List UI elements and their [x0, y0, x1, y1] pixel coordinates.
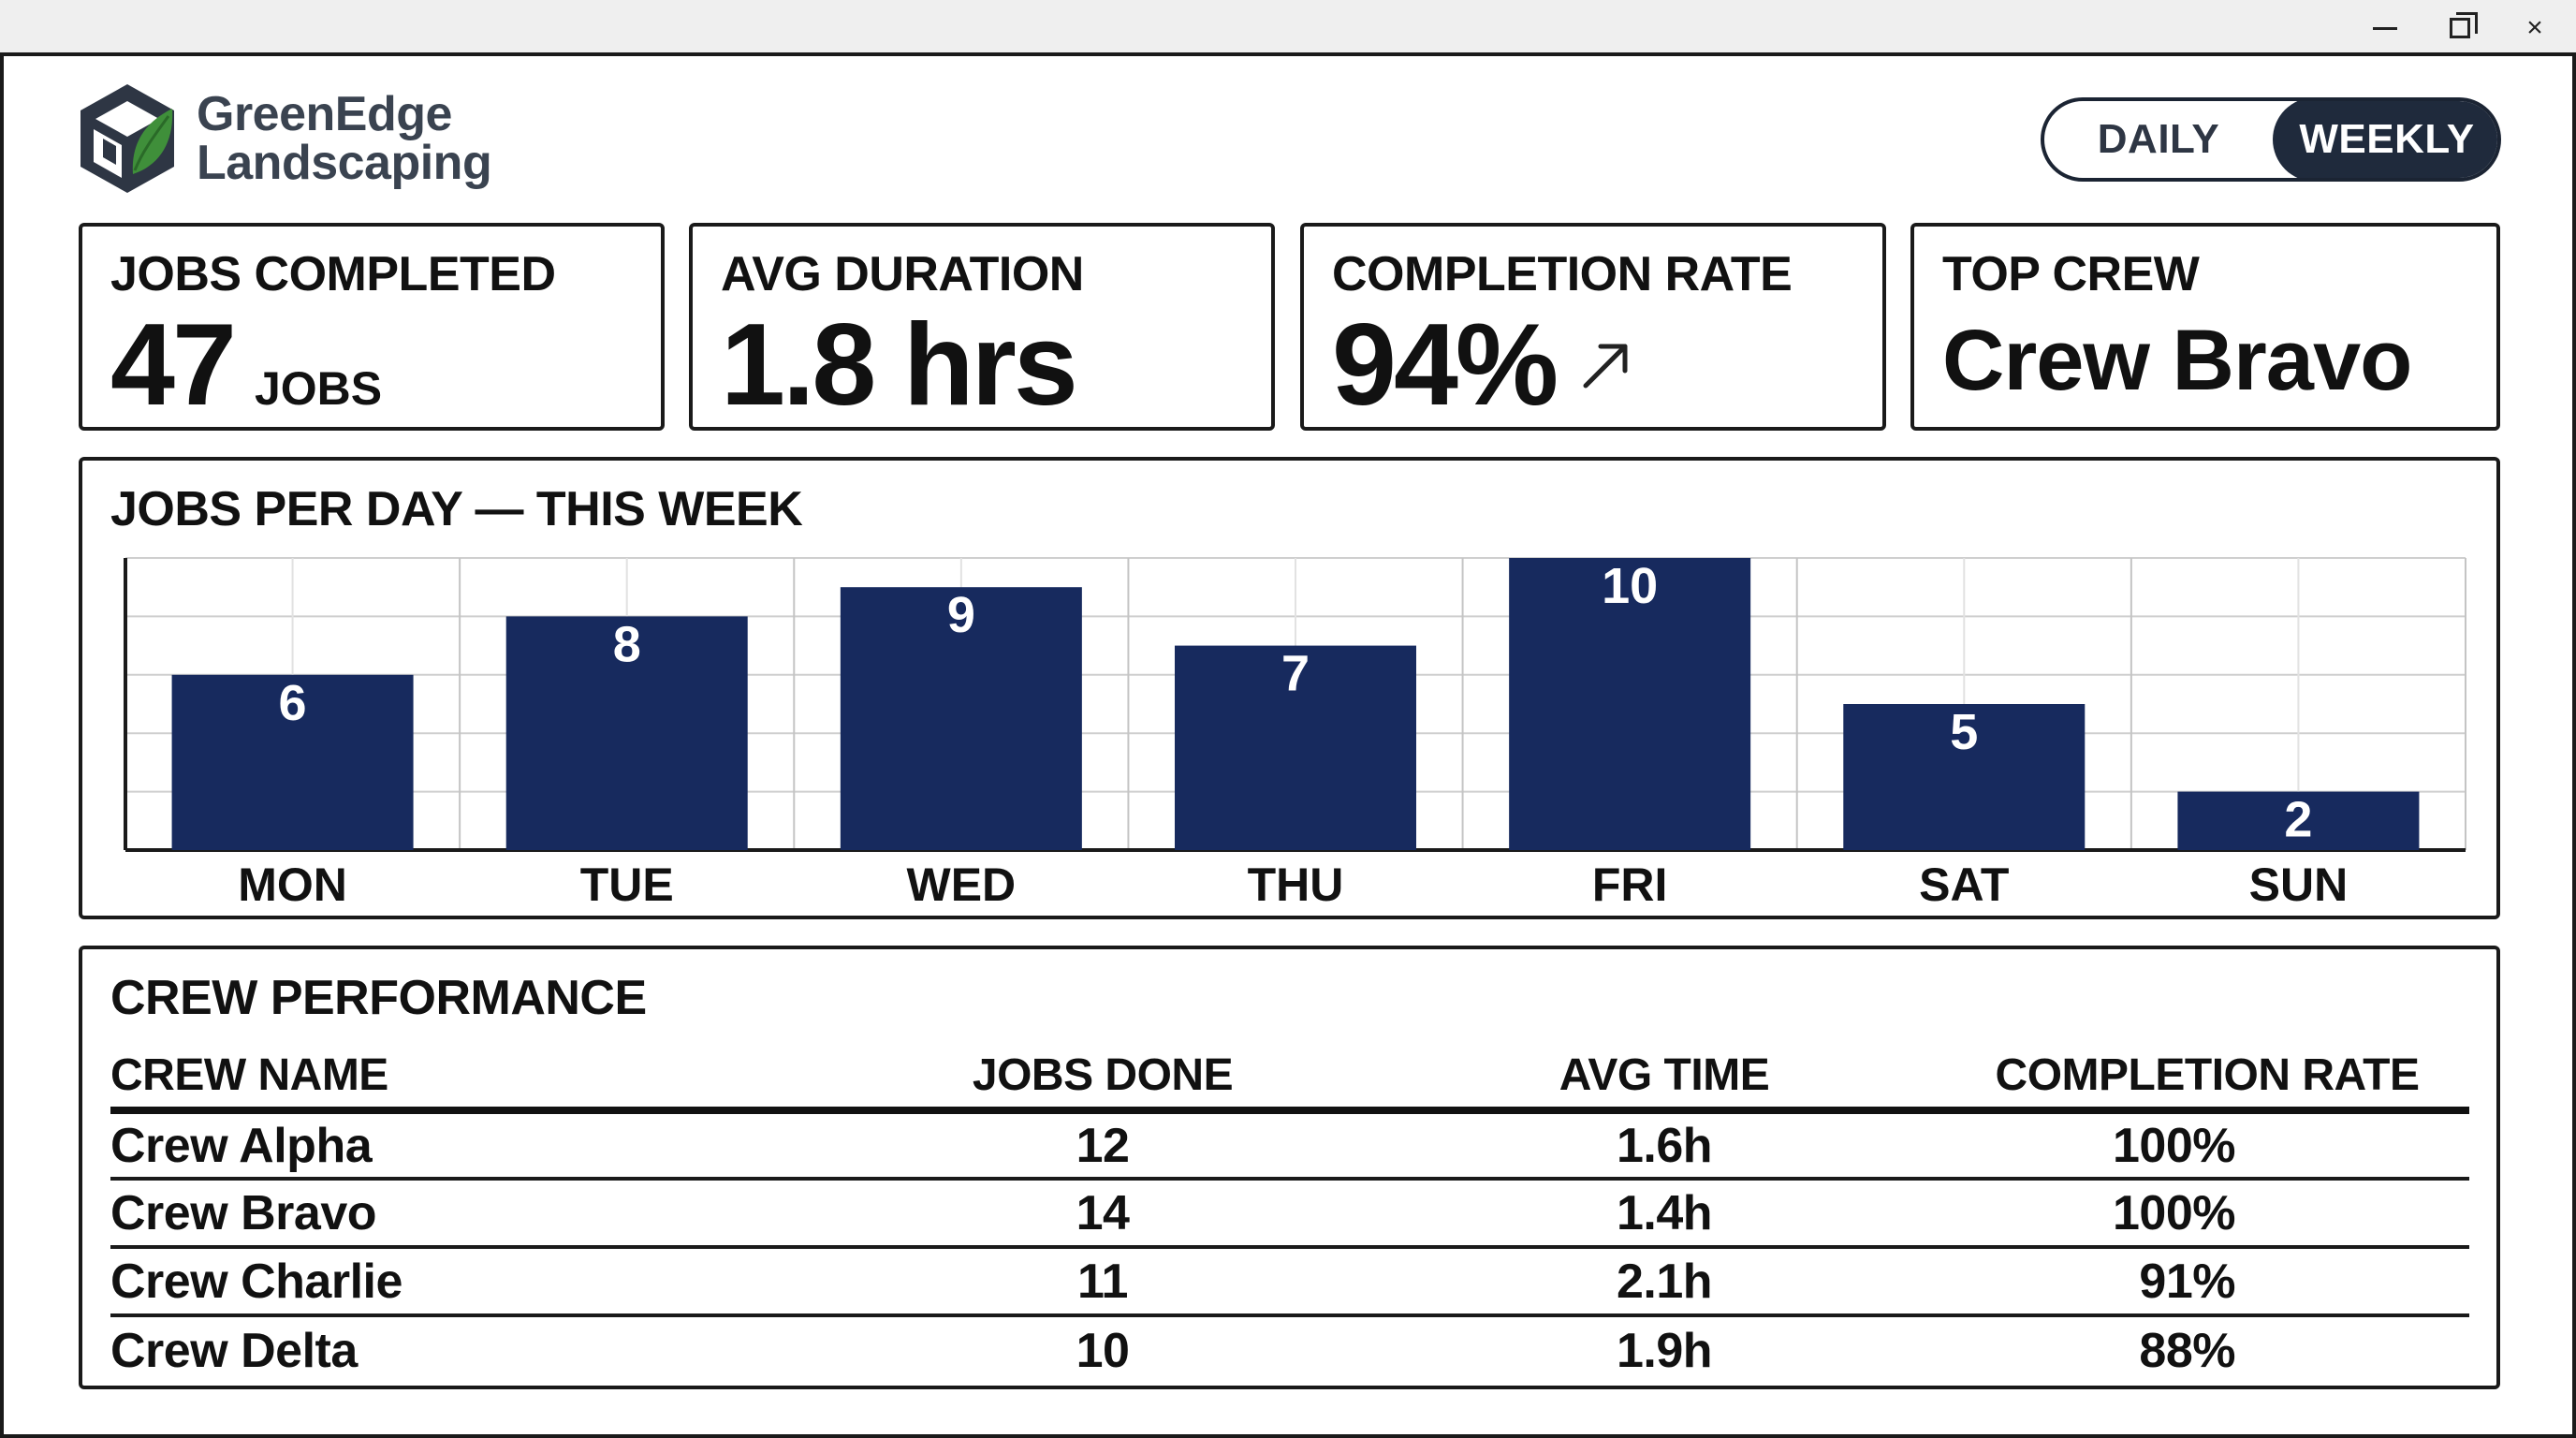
cell-avg-time: 2.1h [1383, 1247, 1945, 1317]
table-row[interactable]: Crew Delta 10 1.9h 88% [110, 1315, 2469, 1384]
kpi-label: TOP CREW [1942, 247, 2200, 301]
bar-value-label: 8 [613, 616, 641, 672]
kpi-label: AVG DURATION [721, 247, 1084, 301]
cell-avg-time: 1.6h [1383, 1110, 1945, 1181]
bar-sun [2177, 791, 2420, 850]
table-header-row: CREW NAME JOBS DONE AVG TIME COMPLETION … [110, 1043, 2469, 1114]
kpi-value: 1.8 hrs [721, 301, 1078, 430]
x-tick-label: TUE [580, 858, 674, 911]
cell-jobs-done: 11 [822, 1247, 1383, 1317]
toggle-daily[interactable]: DAILY [2097, 116, 2220, 162]
crew-performance-table: CREW NAME JOBS DONE AVG TIME COMPLETION … [110, 1043, 2469, 1384]
x-tick-label: FRI [1592, 858, 1668, 911]
kpi-top-crew: TOP CREW Crew Bravo [1910, 223, 2500, 431]
cell-crew-name: Crew Charlie [110, 1247, 822, 1317]
leaf-cube-logo-icon [80, 84, 174, 193]
close-icon[interactable]: × [2526, 12, 2543, 43]
kpi-avg-duration: AVG DURATION 1.8 hrs [689, 223, 1275, 431]
column-header-jobs-done[interactable]: JOBS DONE [822, 1043, 1383, 1114]
table-row[interactable]: Crew Bravo 14 1.4h 100% [110, 1179, 2469, 1249]
maximize-icon[interactable] [2437, 7, 2482, 49]
table-title: CREW PERFORMANCE [110, 971, 647, 1025]
brand-name-line1: GreenEdge [197, 87, 452, 141]
bar-value-label: 5 [1950, 704, 1978, 760]
cell-crew-name: Crew Bravo [110, 1179, 822, 1249]
cell-avg-time: 1.9h [1616, 1323, 1713, 1378]
crew-performance-panel: CREW PERFORMANCE CREW NAME JOBS DONE AVG… [79, 946, 2500, 1389]
bar-tue [505, 616, 748, 850]
bar-value-label: 6 [279, 675, 307, 731]
kpi-label: COMPLETION RATE [1332, 247, 1793, 301]
period-toggle[interactable]: DAILY WEEKLY [2041, 97, 2501, 182]
cell-crew-name: Crew Delta [110, 1323, 358, 1378]
bar-value-label: 10 [1602, 558, 1658, 614]
brand-name-line2: Landscaping [197, 136, 492, 190]
jobs-per-day-chart-panel: JOBS PER DAY — THIS WEEK 6 MON 8 TUE 9 WED 7 TH… [79, 457, 2500, 919]
kpi-value: 47 [110, 301, 237, 430]
cell-avg-time: 1.4h [1383, 1179, 1945, 1249]
window-frame [0, 56, 2576, 1438]
kpi-completion-rate: COMPLETION RATE 94% [1300, 223, 1886, 431]
x-tick-label: WED [907, 858, 1017, 911]
table-row[interactable]: Crew Charlie 11 2.1h 91% [110, 1247, 2469, 1317]
x-tick-label: SUN [2249, 858, 2349, 911]
x-tick-label: THU [1248, 858, 1344, 911]
bar-value-label: 9 [947, 587, 975, 643]
cell-jobs-done: 12 [822, 1110, 1383, 1181]
kpi-unit: JOBS [254, 362, 383, 415]
cell-crew-name: Crew Alpha [110, 1110, 822, 1181]
cell-completion-rate: 100% [1945, 1179, 2469, 1249]
toggle-weekly[interactable]: WEEKLY [2273, 101, 2497, 178]
kpi-value: 94% [1332, 301, 1559, 430]
window-titlebar: × [0, 0, 2576, 56]
bar-fri [1509, 558, 1751, 850]
chart-title: JOBS PER DAY — THIS WEEK [110, 482, 803, 536]
cell-completion-rate: 88% [2139, 1323, 2235, 1378]
bar-thu [1175, 645, 1416, 850]
x-tick-label: SAT [1919, 858, 2009, 911]
x-tick-label: MON [238, 858, 347, 911]
bar-wed [840, 587, 1082, 850]
column-header-crew-name[interactable]: CREW NAME [110, 1043, 822, 1114]
cell-completion-rate: 100% [1945, 1110, 2469, 1181]
column-header-avg-time[interactable]: AVG TIME [1383, 1043, 1945, 1114]
cell-completion-rate: 91% [1945, 1247, 2469, 1317]
bar-value-label: 7 [1281, 646, 1310, 702]
brand: GreenEdge Landscaping [75, 81, 492, 197]
bar-sat [1843, 704, 2086, 850]
bar-value-label: 2 [2284, 792, 2312, 848]
arrow-up-right-icon [1583, 344, 1628, 389]
minimize-icon[interactable] [2363, 7, 2408, 49]
table-row[interactable]: Crew Alpha 12 1.6h 100% [110, 1110, 2469, 1181]
bar-mon [171, 674, 414, 850]
kpi-jobs-completed: JOBS COMPLETED 47 JOBS [79, 223, 665, 431]
cell-jobs-done: 14 [822, 1179, 1383, 1249]
kpi-value: Crew Bravo [1942, 313, 2412, 408]
jobs-per-day-chart: 6 MON 8 TUE 9 WED 7 THU 10 FRI 5 SAT 2 SUN [124, 557, 2466, 911]
column-header-completion-rate[interactable]: COMPLETION RATE [1945, 1043, 2469, 1114]
kpi-label: JOBS COMPLETED [110, 247, 556, 301]
cell-jobs-done: 10 [1076, 1323, 1130, 1378]
